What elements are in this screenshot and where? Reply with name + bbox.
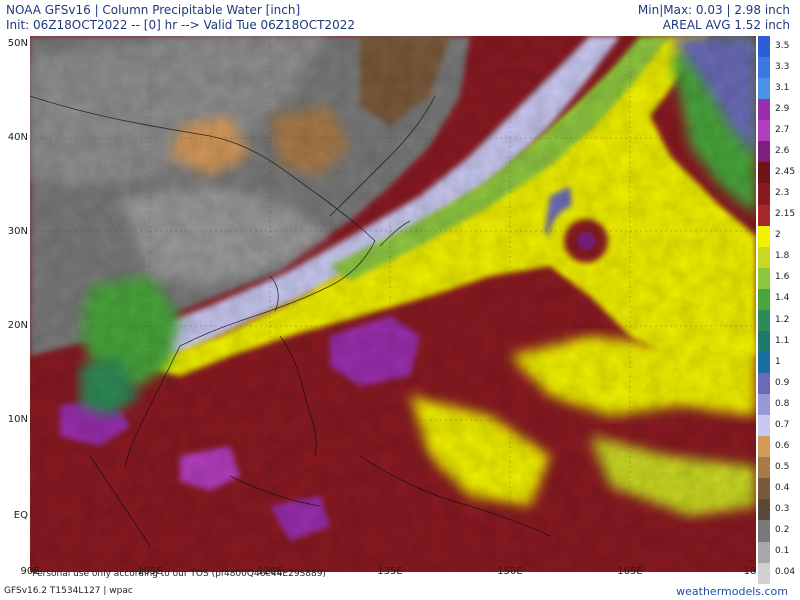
colorbar-tick-label: 0.6	[775, 441, 790, 451]
header: NOAA GFSv16 | Column Precipitable Water …	[0, 0, 800, 36]
colorbar-swatch	[758, 267, 770, 289]
colorbar-swatch	[758, 204, 770, 226]
colorbar-swatch	[758, 499, 770, 521]
colorbar-tick-label: 0.1	[775, 546, 790, 557]
colorbar-swatch	[758, 330, 770, 352]
colorbar-tick-label: 0.7	[775, 419, 790, 430]
colorbar-swatch	[758, 246, 770, 268]
colorbar-tick-label: 2.9	[775, 103, 790, 114]
colorbar-tick-label: 1.2	[775, 314, 790, 325]
lat-label: 20N	[7, 320, 28, 331]
colorbar-swatch	[758, 351, 770, 373]
colorbar-swatch	[758, 373, 770, 395]
lon-label: 105E	[137, 566, 163, 577]
colorbar-tick-label: 1.6	[775, 272, 790, 283]
brand-link[interactable]: weathermodels.com	[676, 585, 788, 598]
colorbar-swatch	[758, 478, 770, 500]
colorbar-tick-label: 0.4	[775, 483, 790, 494]
colorbar-tick-label: 0.04	[775, 567, 796, 578]
lon-label: 18	[743, 566, 757, 577]
colorbar-swatch	[758, 120, 770, 142]
colorbar-swatch	[758, 162, 770, 184]
tos-notice: Personal use only according to our TOS (…	[32, 569, 326, 579]
init-line: Init: 06Z18OCT2022 -- [0] hr --> Valid T…	[6, 18, 355, 32]
colorbar-tick-label: 0.5	[775, 462, 790, 473]
colorbar-swatch	[758, 183, 770, 205]
colorbar-tick-label: 0.8	[775, 398, 790, 409]
colorbar-tick-label: 0.3	[775, 504, 790, 515]
colorbar-swatch	[758, 99, 770, 121]
lon-label: 120E	[257, 566, 283, 577]
colorbar-tick-label: 1.4	[775, 293, 790, 304]
colorbar-swatch	[758, 541, 770, 563]
colorbar-swatch	[758, 225, 770, 247]
colorbar-tick-label: 2.15	[775, 209, 796, 220]
colorbar-tick-label: 2.3	[775, 188, 790, 199]
lat-label: 10N	[7, 414, 28, 425]
colorbar-tick-label: 0.9	[775, 377, 790, 388]
colorbar-swatch	[758, 57, 770, 79]
colorbar-tick-label: 1.8	[775, 251, 790, 262]
colorbar-swatch	[758, 36, 770, 58]
colorbar-tick-label: 3.5	[775, 40, 790, 51]
colorbar-tick-label: 2.7	[775, 124, 790, 135]
colorbar-tick-label: 3.1	[775, 82, 790, 93]
lat-label: 50N	[7, 38, 28, 49]
lat-label: EQ	[13, 510, 28, 521]
colorbar-swatch	[758, 309, 770, 331]
colorbar-swatch	[758, 520, 770, 542]
colorbar-tick-label: 2.6	[775, 145, 790, 156]
areal-average: AREAL AVG 1.52 inch	[662, 18, 790, 32]
lon-label: 135E	[377, 566, 403, 577]
colorbar-tick-label: 1.1	[775, 335, 790, 346]
lon-label: 150E	[497, 566, 523, 577]
colorbar-tick-label: 2.45	[775, 167, 796, 177]
minmax-readout: Min|Max: 0.03 | 2.98 inch	[637, 3, 790, 17]
lat-label: 40N	[7, 132, 28, 143]
colorbar-swatch	[758, 394, 770, 416]
colorbar-tick-label: 1	[775, 356, 781, 367]
precipitable-water-map	[30, 36, 756, 572]
colorbar-swatch	[758, 141, 770, 163]
colorbar-tick-label: 2	[775, 230, 781, 241]
colorbar-swatch	[758, 78, 770, 100]
colorbar	[758, 36, 770, 584]
colorbar-swatch	[758, 288, 770, 310]
lat-label: 30N	[7, 226, 28, 237]
colorbar-tick-label: 0.2	[775, 525, 790, 536]
lon-label: 165E	[617, 566, 643, 577]
chart-title: NOAA GFSv16 | Column Precipitable Water …	[6, 3, 301, 17]
map-field	[30, 36, 756, 572]
lon-label: 90E	[20, 566, 40, 577]
colorbar-swatch	[758, 562, 770, 584]
model-version: GFSv16.2 T1534L127 | wpac	[4, 586, 133, 596]
colorbar-swatch	[758, 457, 770, 479]
colorbar-swatch	[758, 415, 770, 437]
colorbar-swatch	[758, 436, 770, 458]
colorbar-tick-label: 3.3	[775, 61, 790, 72]
